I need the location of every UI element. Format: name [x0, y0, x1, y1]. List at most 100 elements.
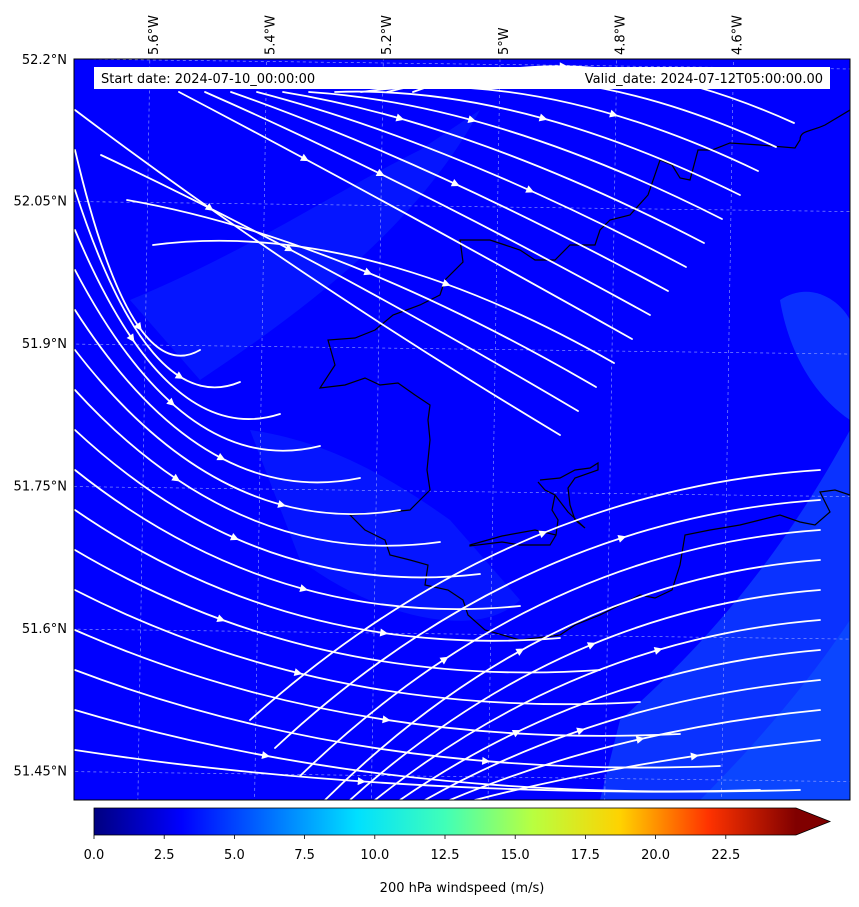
latitude-gridline: [74, 59, 850, 70]
map-panel: [74, 59, 850, 800]
streamline: [100, 154, 579, 412]
latitude-gridline: [74, 343, 850, 355]
colorbar-tick-label: 17.5: [571, 848, 600, 863]
valid-date-label: Valid_date: 2024-07-12T05:00:00.00: [585, 72, 823, 87]
streamline: [374, 619, 821, 800]
streamline-arrow: [395, 113, 405, 122]
longitude-tick-label: 5°W: [497, 27, 512, 55]
streamline-arrow: [576, 727, 586, 736]
colorbar-tick-label: 15.0: [501, 848, 530, 863]
windspeed-field-band: [700, 620, 850, 800]
longitude-gridline: [487, 59, 501, 800]
longitude-gridline: [254, 59, 267, 800]
streamline-arrow: [293, 668, 303, 677]
streamline-arrow: [515, 648, 525, 656]
streamline: [324, 559, 821, 800]
longitude-tick-label: 4.6°W: [730, 15, 745, 55]
colorbar-extend-arrow: [796, 808, 830, 835]
latitude-gridline: [74, 486, 850, 497]
streamline-arrow: [261, 751, 271, 760]
streamline: [74, 389, 441, 547]
colorbar-tick-label: 0.0: [84, 848, 105, 863]
streamline-arrow: [299, 584, 309, 592]
windspeed-field-band: [780, 291, 850, 420]
latitude-gridline: [74, 201, 850, 212]
longitude-tick-label: 4.8°W: [614, 15, 629, 55]
streamline: [474, 739, 821, 800]
streamline-arrow: [538, 113, 548, 122]
streamline-arrow: [481, 756, 491, 765]
streamline-arrow: [299, 153, 309, 162]
streamline-arrow: [277, 500, 287, 508]
streamline-arrow: [467, 115, 477, 124]
streamline-arrow: [216, 452, 226, 461]
streamline-arrow: [379, 628, 389, 637]
longitude-gridline: [604, 59, 618, 800]
longitude-gridline: [137, 59, 151, 800]
windspeed-field-band: [130, 110, 480, 380]
latitude-tick-label: 51.9°N: [22, 337, 67, 352]
streamline: [334, 90, 741, 196]
streamline: [74, 229, 281, 420]
streamline: [74, 749, 801, 793]
streamline-arrow: [525, 185, 535, 193]
streamline: [74, 629, 681, 737]
streamline-arrow: [375, 168, 385, 177]
streamline: [152, 239, 615, 364]
streamline-arrow: [690, 752, 699, 761]
streamline-arrow: [284, 243, 294, 252]
streamline: [424, 679, 821, 800]
streamline-arrow: [635, 735, 645, 744]
colorbar-label: 200 hPa windspeed (m/s): [380, 881, 545, 896]
colorbar-tick-label: 12.5: [431, 848, 460, 863]
streamline: [204, 91, 651, 316]
streamline: [256, 91, 687, 268]
longitude-tick-label: 5.2°W: [380, 15, 395, 55]
colorbar-tick-label: 2.5: [154, 848, 175, 863]
streamline-arrow: [653, 647, 663, 655]
streamline: [74, 589, 641, 706]
longitude-tick-labels: 5.6°W 5.4°W 5.2°W 5°W 4.8°W 4.6°W: [147, 15, 745, 55]
streamline: [282, 91, 705, 244]
streamline-arrow: [511, 730, 521, 738]
streamline: [74, 269, 321, 452]
streamline-arrow: [609, 109, 618, 118]
latitude-gridline: [74, 771, 850, 782]
streamline: [249, 469, 821, 721]
streamline-arrow: [171, 473, 181, 482]
latitude-tick-label: 51.6°N: [22, 622, 67, 637]
streamline: [74, 149, 201, 357]
streamline-arrow: [166, 397, 175, 407]
streamline: [449, 709, 821, 800]
streamline: [308, 91, 723, 220]
streamline: [74, 309, 361, 484]
streamline: [274, 499, 821, 749]
streamline: [74, 549, 601, 674]
streamline-arrow: [450, 178, 460, 187]
latitude-tick-label: 52.05°N: [14, 195, 67, 210]
start-date-label: Start date: 2024-07-10_00:00:00: [101, 72, 315, 87]
windspeed-field-band: [250, 430, 520, 621]
streamline: [299, 529, 821, 777]
streamline: [74, 349, 401, 515]
streamline-arrow: [382, 715, 391, 724]
colorbar-outline: [93, 807, 832, 836]
streamline: [74, 469, 521, 611]
streamline: [74, 429, 481, 579]
streamline: [126, 199, 597, 388]
colorbar-tick-label: 20.0: [641, 848, 670, 863]
latitude-gridline: [74, 628, 850, 640]
streamline-arrow: [357, 777, 366, 786]
streamline-arrow: [439, 656, 449, 665]
streamline-arrow: [229, 532, 239, 541]
latitude-tick-label: 51.75°N: [14, 480, 67, 495]
longitude-tick-label: 5.4°W: [264, 15, 279, 55]
streamline: [230, 91, 669, 292]
streamline-arrow: [216, 614, 226, 623]
latitude-tick-labels: 52.2°N 52.05°N 51.9°N 51.75°N 51.6°N 51.45°N: [14, 53, 67, 780]
streamline: [74, 509, 561, 642]
title-box: [94, 67, 830, 89]
latitude-tick-label: 51.45°N: [14, 765, 67, 780]
streamline-arrow: [133, 321, 142, 331]
